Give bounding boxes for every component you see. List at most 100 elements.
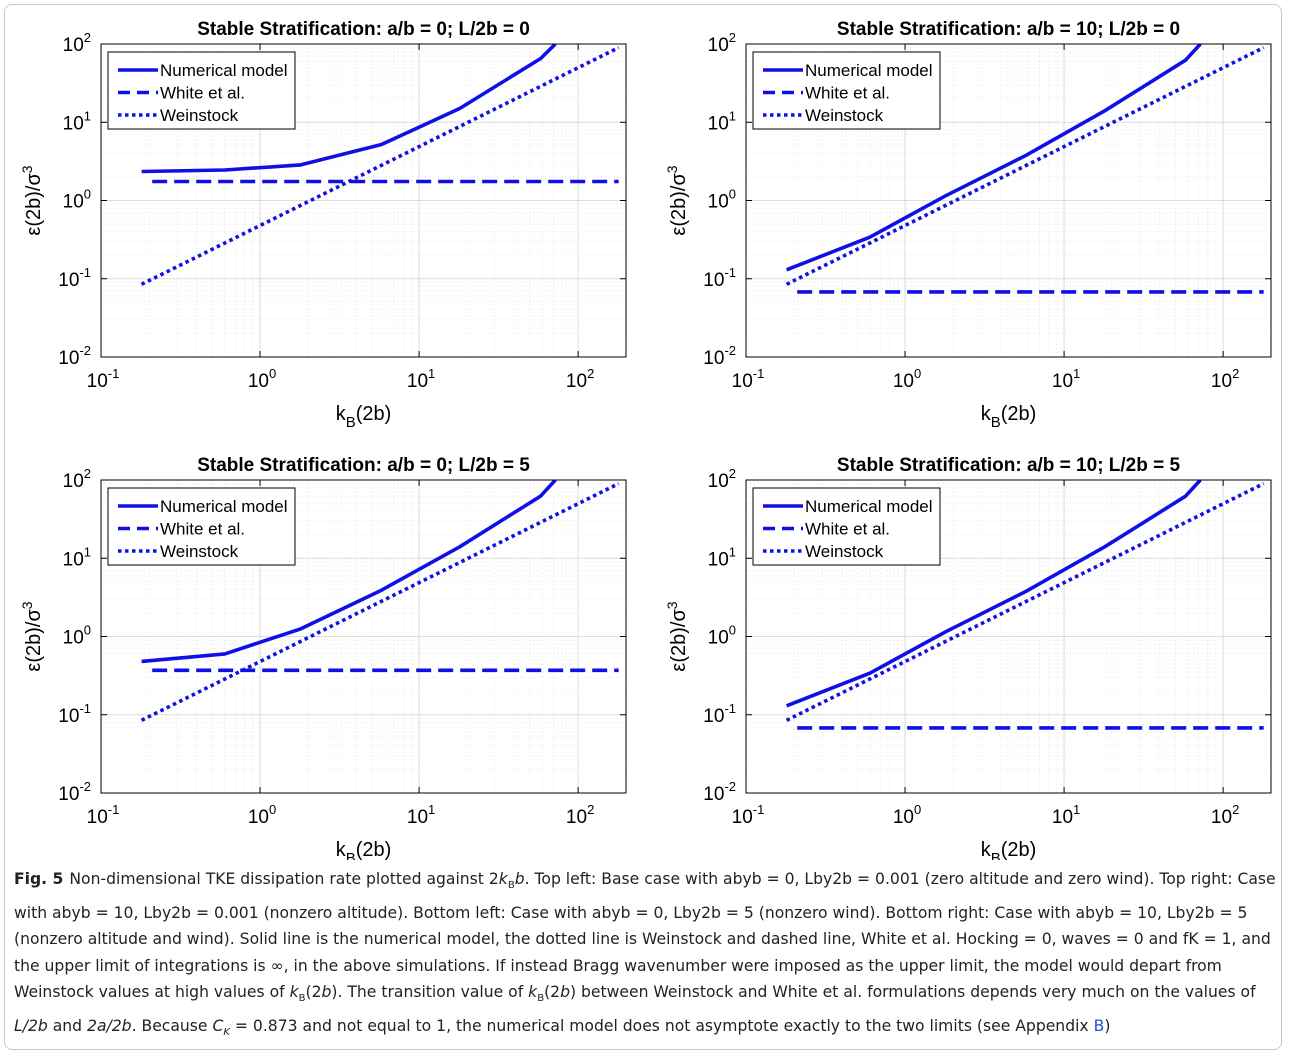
caption-2a2b: 2a/2b: [87, 1017, 132, 1036]
y-tick-label: 102: [63, 466, 91, 492]
caption-text-10: ): [1104, 1017, 1111, 1036]
legend: Numerical model White et al. Weinstock: [752, 487, 941, 566]
y-tick-label: 101: [708, 544, 736, 570]
legend-label: Weinstock: [160, 106, 239, 125]
legend-label: White et al.: [160, 84, 245, 103]
y-tick-label: 10-1: [703, 265, 736, 291]
legend-label: Numerical model: [160, 61, 288, 80]
y-axis-label: ε(2b)/σ3: [19, 165, 45, 235]
chart-title: Stable Stratification: a/b = 10; L/2b = …: [837, 19, 1180, 40]
x-tick-label: 102: [1211, 366, 1239, 392]
caption-b: b: [514, 870, 525, 888]
series-line-solid: [141, 44, 557, 174]
y-tick-label: 102: [63, 30, 91, 56]
series-line-solid: [785, 480, 1202, 708]
legend-label: White et al.: [805, 84, 890, 103]
series-group: [140, 480, 620, 722]
y-axis-label: ε(2b)/σ3: [664, 601, 690, 671]
x-axis-label: kB(2b): [981, 839, 1037, 860]
series-line-solid: [141, 480, 557, 664]
y-axis-label: ε(2b)/σ3: [664, 165, 690, 235]
caption-k-2: k: [289, 983, 299, 1002]
legend-label: Numerical model: [160, 497, 288, 516]
caption-b-3: b: [560, 983, 570, 1002]
caption-text: Non-dimensional TKE dissipation rate plo…: [69, 870, 499, 888]
y-tick-label: 100: [708, 623, 736, 649]
x-axis-label: kB(2b): [336, 839, 392, 860]
series-group: [785, 480, 1265, 730]
x-tick-label: 102: [566, 366, 594, 392]
caption-l2b: L/2b: [14, 1017, 48, 1036]
legend-label: Numerical model: [805, 61, 933, 80]
y-tick-label: 101: [63, 544, 91, 570]
caption-label: Fig. 5: [14, 870, 64, 888]
chart-title: Stable Stratification: a/b = 0; L/2b = 5: [197, 455, 530, 476]
x-axis-label: kB(2b): [336, 403, 392, 431]
caption-text-3: (2: [305, 983, 322, 1002]
x-tick-label: 10-1: [87, 366, 120, 392]
legend: Numerical model White et al. Weinstock: [107, 51, 296, 130]
x-tick-label: 10-1: [732, 366, 765, 392]
series-line-dotted: [785, 481, 1265, 722]
caption-text-5: (2: [544, 983, 561, 1002]
y-axis-label: ε(2b)/σ3: [19, 601, 45, 671]
x-tick-label: 101: [407, 366, 435, 392]
x-axis-label: kB(2b): [981, 403, 1037, 431]
y-tick-label: 102: [708, 466, 736, 492]
y-tick-label: 102: [708, 30, 736, 56]
caption-k: k: [498, 870, 508, 888]
chart-title: Stable Stratification: a/b = 10; L/2b = …: [837, 455, 1181, 476]
y-tick-label: 10-1: [58, 265, 91, 291]
series-line-dotted: [140, 481, 620, 722]
caption-ck-sub: K: [223, 1027, 230, 1039]
legend: Numerical model White et al. Weinstock: [107, 487, 296, 566]
series-group: [140, 44, 620, 286]
appendix-link[interactable]: B: [1093, 1017, 1105, 1036]
y-tick-label: 10-2: [58, 343, 91, 369]
y-tick-label: 100: [708, 187, 736, 213]
legend-label: Weinstock: [805, 542, 884, 561]
y-tick-label: 101: [708, 108, 736, 134]
y-tick-label: 10-2: [58, 779, 91, 805]
y-tick-label: 10-2: [703, 779, 736, 805]
x-tick-label: 100: [248, 802, 276, 828]
caption-text-7: and: [47, 1017, 88, 1036]
x-tick-label: 100: [248, 366, 276, 392]
legend-label: Weinstock: [805, 106, 884, 125]
legend-label: White et al.: [160, 520, 245, 539]
series-group: [785, 44, 1265, 294]
legend-label: Numerical model: [805, 497, 933, 516]
x-tick-label: 102: [1211, 802, 1239, 828]
caption-text-8: . Because: [131, 1017, 213, 1036]
x-tick-label: 100: [893, 366, 921, 392]
caption-text-4: ). The transition value of: [331, 983, 529, 1002]
grid: [746, 44, 1271, 357]
x-tick-label: 101: [1052, 802, 1080, 828]
y-tick-label: 100: [63, 187, 91, 213]
caption-k-sub: B: [507, 880, 515, 892]
y-tick-label: 10-1: [58, 701, 91, 727]
chart-title: Stable Stratification: a/b = 0; L/2b = 0: [197, 19, 530, 40]
series-line-dotted: [140, 45, 620, 286]
x-tick-label: 101: [407, 802, 435, 828]
series-line-dotted: [785, 45, 1265, 286]
legend-label: Weinstock: [160, 542, 239, 561]
caption-text-6: ) between Weinstock and White et al. for…: [569, 983, 1256, 1002]
y-tick-label: 10-2: [703, 343, 736, 369]
caption-k-sub-2: B: [298, 993, 306, 1005]
x-tick-label: 10-1: [732, 802, 765, 828]
caption-text-2: . Top left: Base case with abyb = 0, Lby…: [14, 870, 1276, 1002]
caption-text-9: = 0.873 and not equal to 1, the numerica…: [229, 1017, 1094, 1036]
caption-b-2: b: [321, 983, 332, 1002]
caption-k-3: k: [528, 983, 538, 1002]
x-tick-label: 101: [1052, 366, 1080, 392]
legend-label: White et al.: [805, 520, 890, 539]
figure-frame: [4, 4, 1282, 1050]
x-tick-label: 100: [893, 802, 921, 828]
y-tick-label: 100: [63, 623, 91, 649]
